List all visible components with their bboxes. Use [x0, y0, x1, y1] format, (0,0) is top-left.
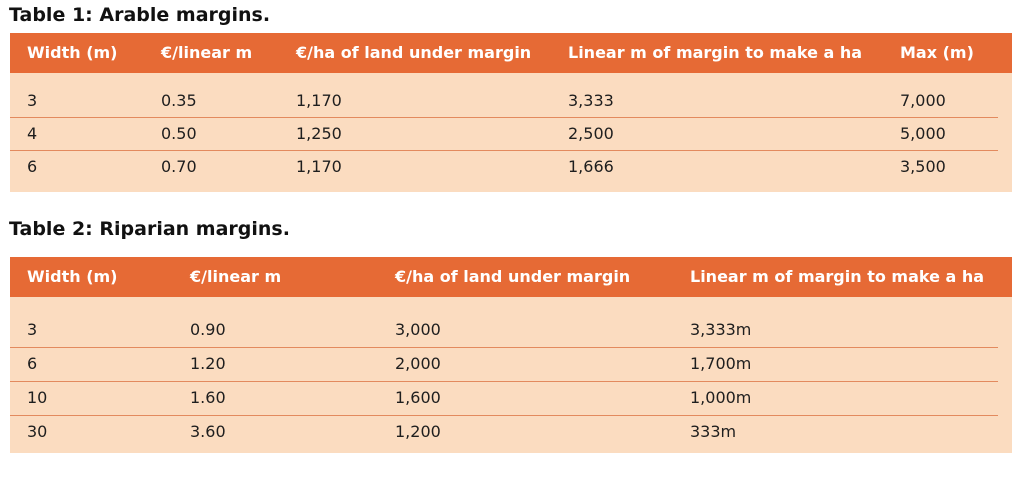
cell-euro-per-linear-m: 0.35 [161, 91, 197, 110]
cell-width: 3 [27, 320, 38, 339]
cell-euro-per-linear-m: 3.60 [190, 422, 226, 441]
row-divider [10, 150, 998, 151]
cell-linear-m-per-ha: 1,666 [568, 157, 614, 176]
cell-width: 10 [27, 388, 48, 407]
table2-caption: Table 2: Riparian margins. [9, 218, 290, 240]
cell-euro-per-ha: 3,000 [395, 320, 441, 339]
cell-euro-per-linear-m: 0.90 [190, 320, 226, 339]
cell-euro-per-ha: 1,170 [296, 157, 342, 176]
column-header-width: Width (m) [27, 267, 118, 286]
table-row: 6 1.20 2,000 1,700m [10, 348, 1012, 380]
table1-caption: Table 1: Arable margins. [9, 4, 271, 26]
row-divider [10, 381, 998, 382]
column-header-linear-m-per-ha: Linear m of margin to make a ha [690, 267, 985, 286]
column-header-euro-per-ha: €/ha of land under margin [296, 43, 532, 62]
row-divider [10, 347, 998, 348]
cell-euro-per-linear-m: 1.20 [190, 354, 226, 373]
cell-euro-per-linear-m: 1.60 [190, 388, 226, 407]
table-header: Width (m) €/linear m €/ha of land under … [10, 257, 1012, 297]
cell-linear-m-per-ha: 3,333m [690, 320, 752, 339]
cell-width: 6 [27, 157, 38, 176]
column-header-euro-per-linear-m: €/linear m [161, 43, 253, 62]
table-header: Width (m) €/linear m €/ha of land under … [10, 33, 1012, 73]
column-header-max: Max (m) [900, 43, 974, 62]
table-row: 10 1.60 1,600 1,000m [10, 382, 1012, 414]
table-row: 3 0.90 3,000 3,333m [10, 314, 1012, 346]
riparian-margins-table: Width (m) €/linear m €/ha of land under … [10, 257, 1012, 453]
cell-width: 3 [27, 91, 38, 110]
row-divider [10, 415, 998, 416]
table-row: 3 0.35 1,170 3,333 7,000 [10, 85, 1012, 117]
cell-linear-m-per-ha: 2,500 [568, 124, 614, 143]
cell-euro-per-ha: 1,200 [395, 422, 441, 441]
cell-width: 4 [27, 124, 38, 143]
cell-linear-m-per-ha: 3,333 [568, 91, 614, 110]
cell-euro-per-linear-m: 0.70 [161, 157, 197, 176]
cell-euro-per-ha: 2,000 [395, 354, 441, 373]
column-header-width: Width (m) [27, 43, 118, 62]
arable-margins-table: Width (m) €/linear m €/ha of land under … [10, 33, 1012, 192]
table-row: 30 3.60 1,200 333m [10, 416, 1012, 448]
column-header-euro-per-ha: €/ha of land under margin [395, 267, 631, 286]
cell-linear-m-per-ha: 1,700m [690, 354, 752, 373]
cell-euro-per-ha: 1,250 [296, 124, 342, 143]
table-row: 4 0.50 1,250 2,500 5,000 [10, 118, 1012, 150]
cell-max: 5,000 [900, 124, 946, 143]
cell-euro-per-ha: 1,170 [296, 91, 342, 110]
cell-max: 3,500 [900, 157, 946, 176]
row-divider [10, 117, 998, 118]
cell-euro-per-linear-m: 0.50 [161, 124, 197, 143]
cell-euro-per-ha: 1,600 [395, 388, 441, 407]
column-header-linear-m-per-ha: Linear m of margin to make a ha [568, 43, 863, 62]
cell-linear-m-per-ha: 333m [690, 422, 737, 441]
cell-width: 30 [27, 422, 48, 441]
cell-max: 7,000 [900, 91, 946, 110]
column-header-euro-per-linear-m: €/linear m [190, 267, 282, 286]
cell-linear-m-per-ha: 1,000m [690, 388, 752, 407]
table-row: 6 0.70 1,170 1,666 3,500 [10, 151, 1012, 183]
cell-width: 6 [27, 354, 38, 373]
